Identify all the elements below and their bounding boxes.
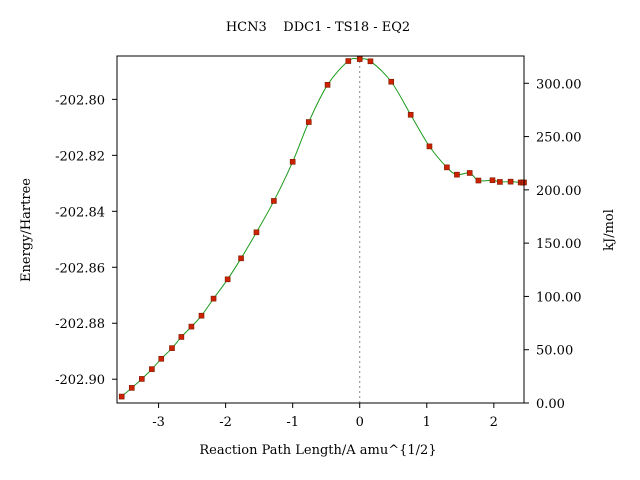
data-point-17	[345, 58, 352, 64]
y-right-tick-label-5: 250.00	[536, 131, 582, 146]
data-point-24	[454, 171, 460, 178]
data-point-29	[507, 178, 514, 185]
data-point-4	[158, 355, 165, 362]
data-point-2	[139, 376, 145, 382]
data-point-12	[253, 229, 260, 236]
data-point-0	[118, 393, 125, 400]
y-right-tick-label-4: 200.00	[536, 184, 582, 199]
x-tick-label-3: 0	[356, 415, 364, 430]
y-right-tick-label-3: 150.00	[536, 237, 582, 252]
data-point-7	[188, 323, 195, 330]
x-tick-label-0: -3	[152, 415, 165, 430]
data-point-23	[444, 164, 450, 171]
x-tick-label-5: 2	[490, 415, 498, 430]
data-point-9	[210, 295, 217, 302]
data-point-5	[169, 345, 175, 351]
data-point-1	[128, 385, 135, 391]
data-point-25	[466, 170, 473, 176]
data-point-13	[271, 198, 277, 204]
data-point-28	[497, 179, 503, 185]
x-tick-label-4: 1	[423, 415, 431, 430]
y-right-tick-label-0: 0.00	[536, 397, 565, 412]
energy-curve	[121, 57, 524, 397]
y-left-tick-label-3: -202.86	[55, 261, 105, 276]
chart-title: HCN3 DDC1 - TS18 - EQ2	[226, 20, 410, 35]
data-point-19	[367, 58, 374, 65]
y-axis-label-left: Energy/Hartree	[19, 178, 34, 282]
data-point-26	[475, 177, 482, 184]
y-left-tick-label-1: -202.82	[55, 149, 105, 164]
x-tick-label-1: -2	[219, 415, 232, 430]
y-left-tick-label-0: -202.80	[55, 93, 105, 108]
data-point-8	[198, 312, 205, 319]
data-point-21	[407, 111, 414, 118]
y-axis-label-right: kJ/mol	[602, 209, 617, 251]
plot-area	[118, 56, 527, 403]
plot-frame	[116, 55, 525, 404]
data-point-18	[356, 56, 363, 62]
data-point-6	[178, 334, 185, 340]
y-right-tick-label-2: 100.00	[536, 290, 582, 305]
data-point-16	[324, 82, 331, 88]
data-point-10	[224, 276, 231, 283]
data-point-15	[305, 119, 312, 125]
x-tick-label-2: -1	[286, 415, 299, 430]
data-point-22	[426, 143, 433, 150]
y-left-tick-label-2: -202.84	[55, 205, 105, 220]
y-left-tick-label-4: -202.88	[55, 317, 105, 332]
data-point-20	[388, 78, 395, 85]
y-right-tick-label-1: 50.00	[536, 344, 573, 359]
data-point-3	[149, 366, 155, 372]
x-axis-label: Reaction Path Length/A amu^{1/2}	[199, 443, 436, 458]
data-point-14	[289, 158, 296, 165]
data-point-27	[489, 177, 496, 184]
y-right-tick-label-6: 300.00	[536, 77, 582, 92]
axes: -3 -2 -1 0 1 2 -202.80 -202.82 -202.84 -202.86 -20…	[55, 55, 582, 430]
y-left-tick-label-5: -202.90	[55, 373, 105, 388]
data-point-11	[238, 255, 244, 262]
